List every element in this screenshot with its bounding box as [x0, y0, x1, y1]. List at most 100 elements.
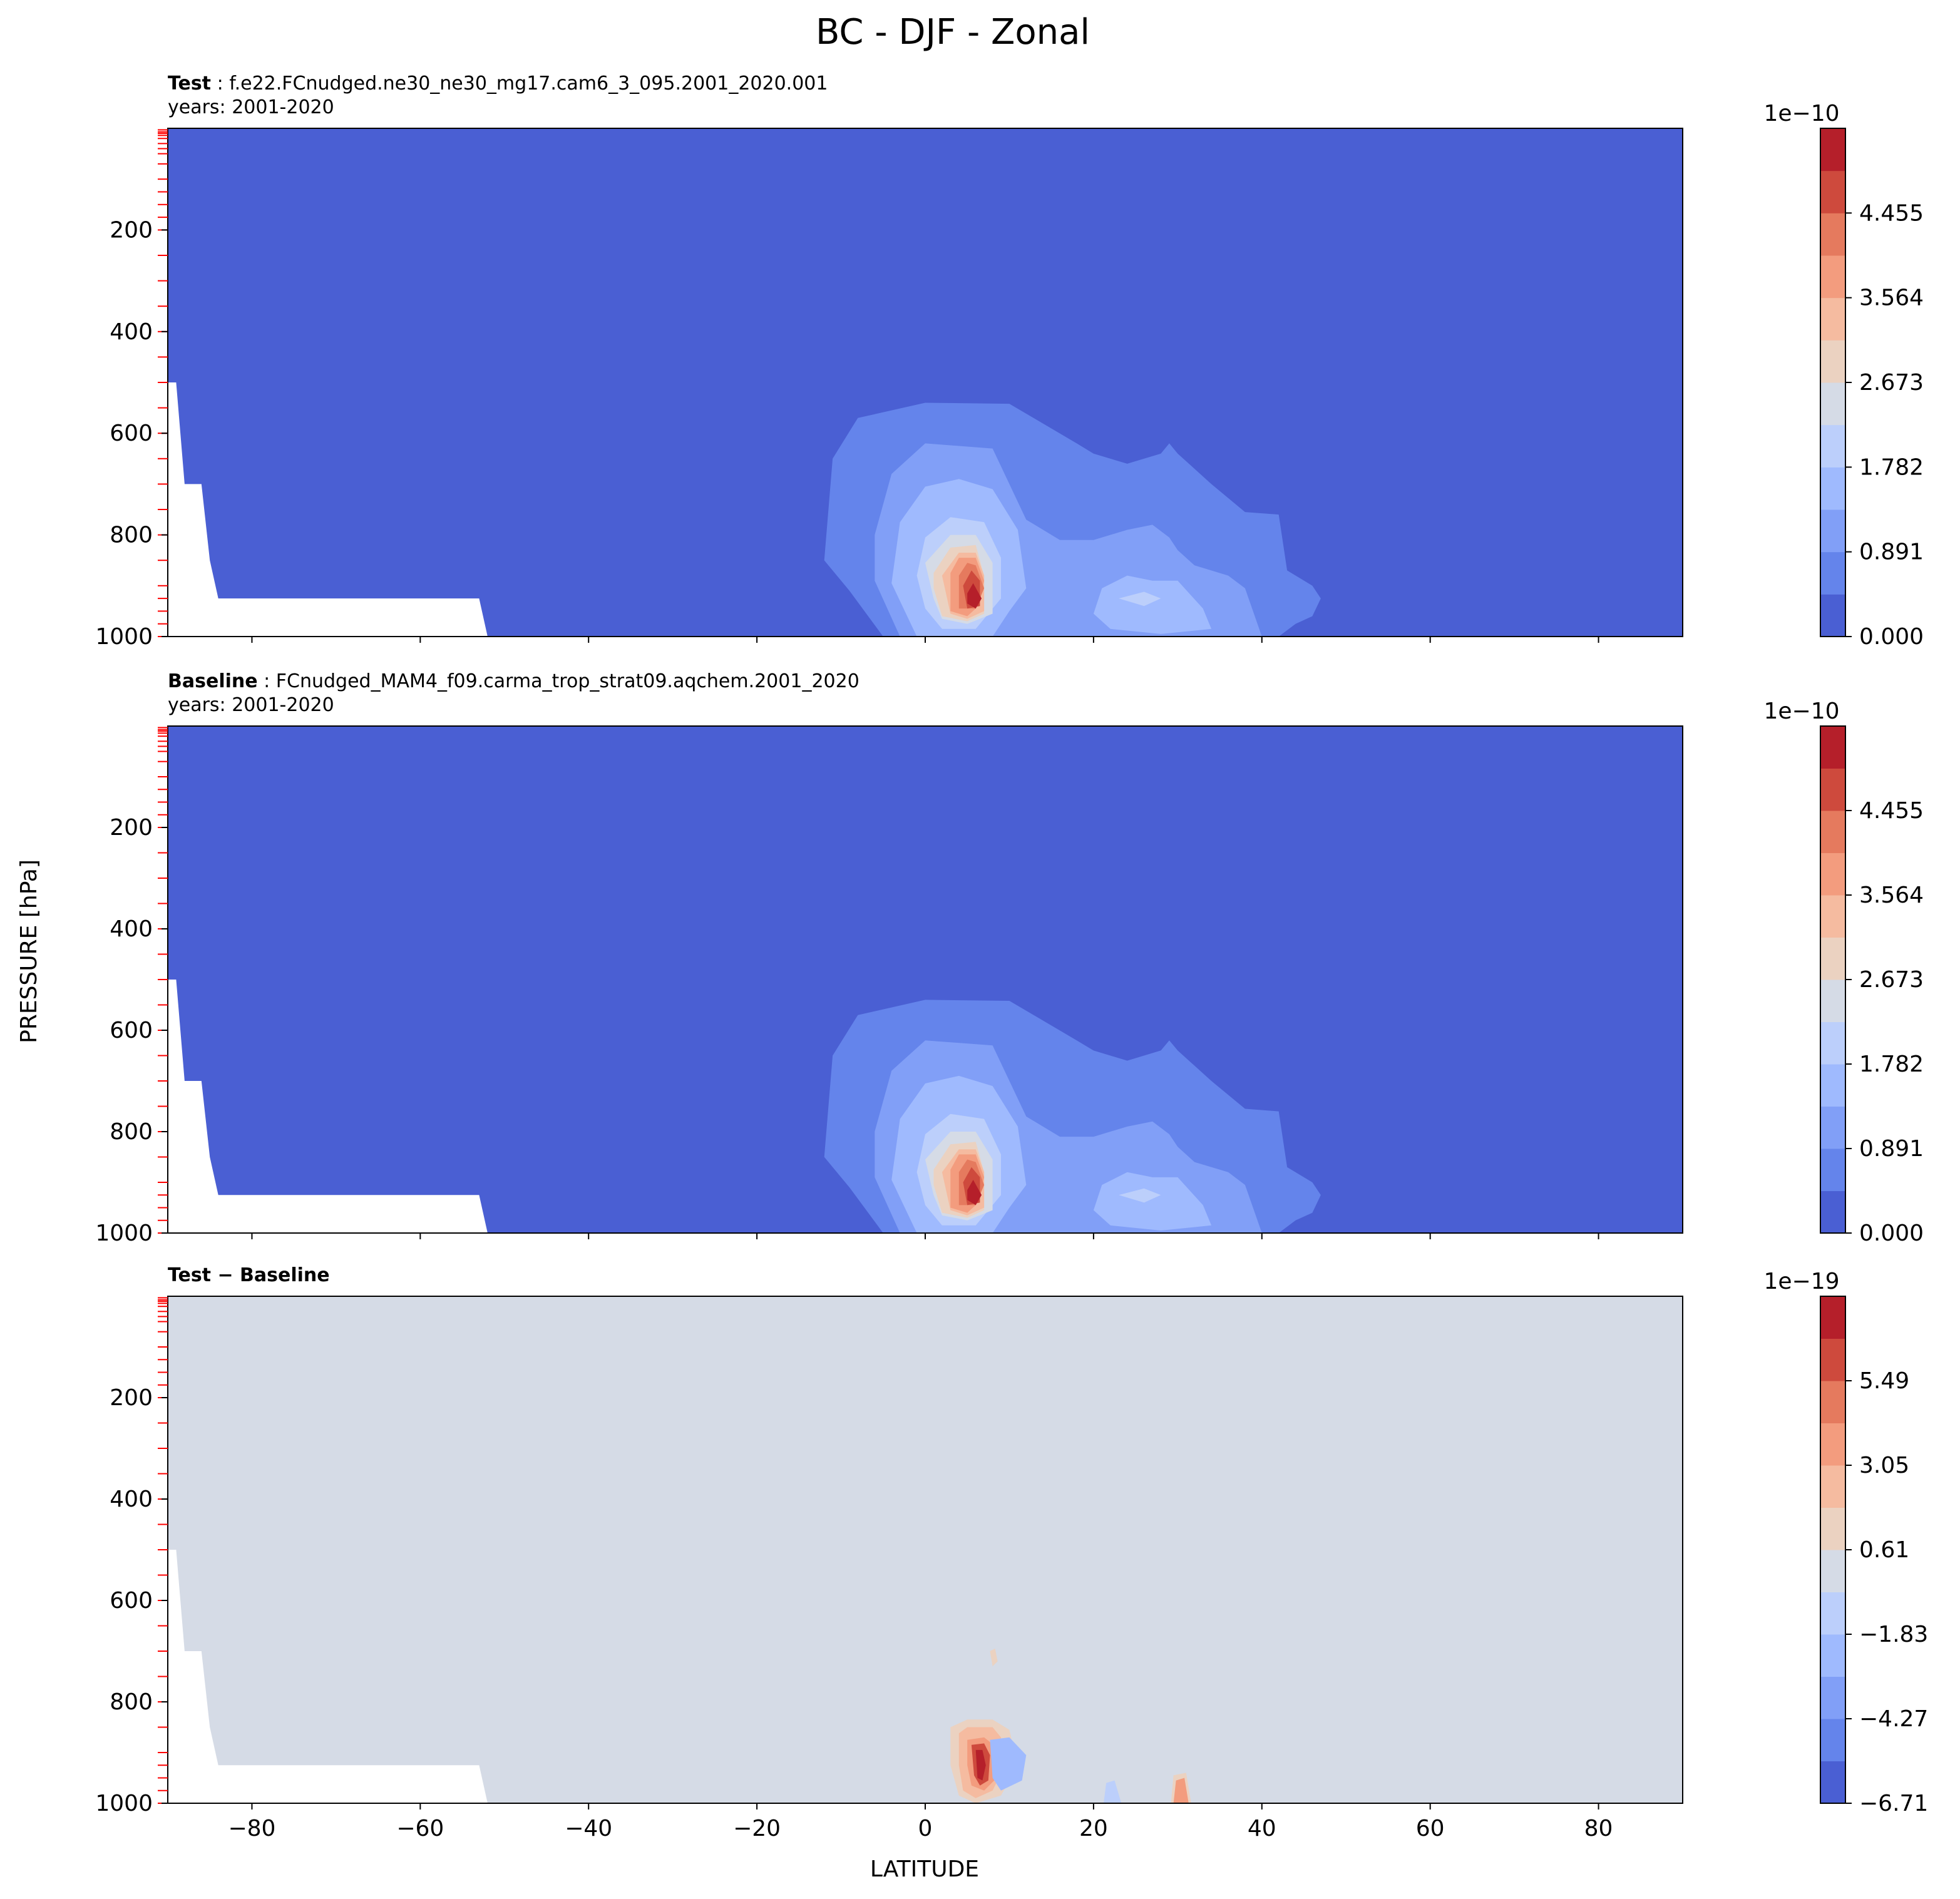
contour-2 — [990, 1648, 998, 1667]
colorbar-segment-0 — [1820, 1190, 1845, 1234]
colorbar-segment-5 — [1820, 1550, 1845, 1592]
colorbar-segment-3 — [1820, 1064, 1845, 1107]
colorbar-segment-0 — [1820, 1761, 1845, 1804]
y-tick-label: 600 — [110, 1588, 153, 1614]
colorbar-segment-3 — [1820, 1634, 1845, 1677]
colorbar-tick-label: 4.455 — [1859, 798, 1924, 824]
x-tick-label: 40 — [1248, 1816, 1276, 1841]
panel-title-bold: Test — [168, 73, 211, 95]
colorbar-segment-5 — [1820, 980, 1845, 1022]
panel-years: years: 2001-2020 — [168, 694, 334, 716]
colorbar-segment-4 — [1820, 424, 1845, 468]
y-tick-label: 800 — [110, 1119, 153, 1145]
figure-title: BC - DJF - Zonal — [816, 12, 1090, 53]
colorbar-segment-10 — [1820, 170, 1845, 213]
panel-title-case: : f.e22.FCnudged.ne30_ne30_mg17.cam6_3_0… — [211, 73, 828, 95]
colorbar-tick-label: 1.782 — [1859, 454, 1924, 480]
colorbar-segment-10 — [1820, 768, 1845, 811]
panel-years: years: 2001-2020 — [168, 96, 334, 118]
colorbar-tick-label: 0.000 — [1859, 624, 1924, 650]
colorbar-segment-4 — [1820, 1592, 1845, 1635]
colorbar-segment-7 — [1820, 297, 1845, 340]
colorbar-tick-label: 4.455 — [1859, 200, 1924, 226]
colorbar-tick-label: 1.782 — [1859, 1052, 1924, 1077]
colorbar-segment-11 — [1820, 726, 1845, 769]
colorbar-segment-1 — [1820, 551, 1845, 595]
y-tick-label: 1000 — [95, 1221, 153, 1246]
panel-title: Test : f.e22.FCnudged.ne30_ne30_mg17.cam… — [168, 73, 828, 95]
panel-title: Test − Baseline — [168, 1264, 330, 1286]
colorbar-segment-2 — [1820, 509, 1845, 553]
colorbar-segment-11 — [1820, 1296, 1845, 1339]
colorbar-tick-label: 5.49 — [1859, 1368, 1909, 1394]
y-tick-label: 800 — [110, 523, 153, 548]
field-background — [168, 1296, 1683, 1803]
x-tick-label: 60 — [1416, 1816, 1445, 1841]
colorbar-tick-label: 3.564 — [1859, 883, 1924, 908]
x-tick-label: 20 — [1079, 1816, 1108, 1841]
contour-4 — [1104, 1780, 1122, 1803]
y-tick-label: 1000 — [95, 624, 153, 650]
x-tick-label: −40 — [565, 1816, 612, 1841]
colorbar-segment-0 — [1820, 594, 1845, 637]
colorbar-segment-1 — [1820, 1149, 1845, 1191]
panel-title-case: : FCnudged_MAM4_f09.carma_trop_strat09.a… — [258, 670, 859, 692]
colorbar-exponent: 1e−10 — [1763, 101, 1839, 126]
colorbar-tick-label: 0.891 — [1859, 540, 1924, 565]
y-axis-label: PRESSURE [hPa] — [16, 859, 42, 1043]
y-tick-label: 600 — [110, 1018, 153, 1043]
missing-data-mask — [168, 980, 488, 1233]
colorbar-tick-label: 2.673 — [1859, 370, 1924, 396]
y-tick-label: 400 — [110, 319, 153, 345]
colorbar-tick-label: −6.71 — [1859, 1791, 1928, 1816]
panel-title-bold: Baseline — [168, 670, 258, 692]
contour-3 — [1093, 1172, 1212, 1231]
colorbar-segment-7 — [1820, 895, 1845, 938]
y-tick-label: 600 — [110, 421, 153, 446]
x-tick-label: −80 — [228, 1816, 275, 1841]
colorbar-segment-9 — [1820, 1381, 1845, 1423]
colorbar-segment-5 — [1820, 382, 1845, 426]
colorbar-segment-6 — [1820, 937, 1845, 980]
x-tick-label: 0 — [918, 1816, 933, 1841]
contour-6 — [990, 1737, 1027, 1791]
colorbar-tick-label: −1.83 — [1859, 1622, 1928, 1647]
x-tick-label: 80 — [1584, 1816, 1613, 1841]
colorbar-segment-3 — [1820, 467, 1845, 510]
contour-7 — [1173, 1778, 1189, 1803]
contour-3 — [1093, 575, 1212, 634]
panel-baseline: Baseline : FCnudged_MAM4_f09.carma_trop_… — [95, 670, 1924, 1246]
colorbar-tick-label: 0.000 — [1859, 1221, 1924, 1246]
x-tick-label: −20 — [733, 1816, 781, 1841]
colorbar-segment-2 — [1820, 1676, 1845, 1719]
colorbar-segment-2 — [1820, 1106, 1845, 1149]
colorbar-segment-10 — [1820, 1338, 1845, 1381]
contour-12 — [967, 1180, 982, 1205]
panels: Test : f.e22.FCnudged.ne30_ne30_mg17.cam… — [95, 73, 1928, 1841]
colorbar-segment-8 — [1820, 852, 1845, 896]
y-tick-label: 200 — [110, 815, 153, 841]
colorbar-segment-1 — [1820, 1719, 1845, 1761]
y-tick-label: 1000 — [95, 1791, 153, 1816]
colorbar-segment-9 — [1820, 213, 1845, 256]
colorbar-segment-9 — [1820, 811, 1845, 853]
colorbar-tick-label: 3.564 — [1859, 285, 1924, 311]
y-tick-label: 200 — [110, 217, 153, 243]
colorbar-segment-4 — [1820, 1021, 1845, 1065]
contour-5 — [1119, 1188, 1161, 1203]
y-tick-label: 800 — [110, 1689, 153, 1715]
colorbar-exponent: 1e−19 — [1763, 1269, 1839, 1294]
colorbar-exponent: 1e−10 — [1763, 699, 1839, 724]
missing-data-mask — [168, 1550, 488, 1803]
y-tick-label: 400 — [110, 916, 153, 942]
colorbar-segment-8 — [1820, 1423, 1845, 1466]
panel-test: Test : f.e22.FCnudged.ne30_ne30_mg17.cam… — [95, 73, 1924, 650]
colorbar-tick-label: 3.05 — [1859, 1453, 1909, 1478]
y-tick-label: 200 — [110, 1385, 153, 1411]
colorbar-segment-6 — [1820, 340, 1845, 383]
x-tick-label: −60 — [396, 1816, 444, 1841]
colorbar-segment-7 — [1820, 1465, 1845, 1508]
colorbar-tick-label: −4.27 — [1859, 1706, 1928, 1732]
colorbar-segment-6 — [1820, 1507, 1845, 1550]
